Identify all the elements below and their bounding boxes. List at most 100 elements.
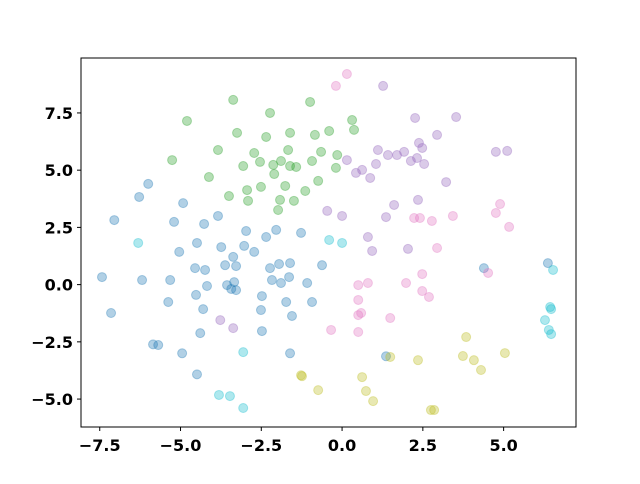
scatter-point <box>330 162 341 173</box>
scatter-point <box>476 365 487 376</box>
y-tick-label: −2.5 <box>31 333 73 352</box>
scatter-point <box>419 158 430 169</box>
scatter-point <box>357 372 368 383</box>
scatter-point <box>106 308 117 319</box>
scatter-point <box>276 156 287 167</box>
scatter-point <box>285 127 296 138</box>
scatter-point <box>220 260 231 271</box>
scatter-point <box>190 263 201 274</box>
scatter-point <box>228 323 239 334</box>
scatter-point <box>191 289 202 300</box>
scatter-point <box>372 145 383 156</box>
scatter-point <box>228 94 239 105</box>
scatter-point <box>495 199 506 210</box>
scatter-point <box>296 370 307 381</box>
y-tick-label: 5.0 <box>45 161 73 180</box>
y-tick-label: 7.5 <box>45 104 73 123</box>
scatter-point <box>504 221 515 232</box>
scatter-point <box>255 181 266 192</box>
scatter-point <box>191 237 202 248</box>
y-tick-label: 2.5 <box>45 218 73 237</box>
scatter-point <box>249 246 260 257</box>
scatter-point <box>423 291 434 302</box>
scatter-point <box>256 291 267 302</box>
scatter-point <box>382 150 393 161</box>
scatter-point <box>425 405 436 416</box>
scatter-point <box>451 112 462 123</box>
scatter-point <box>285 161 296 172</box>
scatter-point <box>241 226 252 237</box>
scatter-point <box>441 177 452 188</box>
scatter-point <box>191 369 202 380</box>
scatter-point <box>330 80 341 91</box>
scatter-point <box>324 126 335 137</box>
scatter-point <box>178 198 189 209</box>
scatter-point <box>413 194 424 205</box>
scatter-point <box>261 131 272 142</box>
scatter-point <box>133 237 144 248</box>
scatter-point <box>385 351 396 362</box>
scatter-point <box>300 185 311 196</box>
scatter-point <box>542 258 553 269</box>
scatter-point <box>490 146 501 157</box>
scatter-point <box>381 212 392 223</box>
scatter-point <box>362 278 373 289</box>
scatter-point <box>414 213 425 224</box>
scatter-point <box>238 347 249 358</box>
x-tick-label: 2.5 <box>409 436 437 455</box>
scatter-point <box>163 297 174 308</box>
scatter-point <box>203 172 214 183</box>
scatter-point <box>238 403 249 414</box>
scatter-point <box>332 150 343 161</box>
scatter-point <box>223 191 234 202</box>
scatter-point <box>548 264 559 275</box>
scatter-point <box>360 386 371 397</box>
scatter-point <box>417 142 428 153</box>
scatter-point <box>167 155 178 166</box>
scatter-point <box>539 315 550 326</box>
scatter-point <box>417 286 428 297</box>
scatter-point <box>478 263 489 274</box>
scatter-point <box>357 164 368 175</box>
scatter-point <box>365 172 376 183</box>
scatter-point <box>291 161 302 172</box>
scatter-point <box>231 261 242 272</box>
scatter-point <box>143 178 154 189</box>
scatter-point <box>426 215 437 226</box>
scatter-point <box>313 175 324 186</box>
scatter-point <box>268 159 279 170</box>
scatter-point <box>405 156 416 167</box>
scatter-point <box>461 332 472 343</box>
scatter-point <box>545 302 556 313</box>
scatter-point <box>410 112 421 123</box>
scatter-point <box>413 355 424 366</box>
scatter-point <box>307 297 318 308</box>
scatter-point <box>324 234 335 245</box>
scatter-point <box>280 180 291 191</box>
scatter-point <box>181 115 192 126</box>
scatter-point <box>412 153 423 164</box>
scatter-point <box>249 147 260 158</box>
y-tick-label: −5.0 <box>31 390 73 409</box>
scatter-point <box>337 210 348 221</box>
scatter-point <box>457 351 468 362</box>
scatter-point <box>212 145 223 156</box>
scatter-point <box>353 294 364 305</box>
scatter-point <box>200 264 211 275</box>
scatter-point <box>417 269 428 280</box>
scatter-point <box>243 195 254 206</box>
scatter-point <box>341 69 352 80</box>
scatter-point <box>367 245 378 256</box>
scatter-point <box>401 278 412 289</box>
scatter-point <box>483 267 494 278</box>
scatter-point <box>468 355 479 366</box>
scatter-point <box>296 227 307 238</box>
scatter-point <box>285 348 296 359</box>
scatter-point <box>199 218 210 229</box>
scatter-point <box>202 280 213 291</box>
scatter-point <box>231 285 242 296</box>
scatter-point <box>350 167 361 178</box>
scatter-point <box>274 259 285 270</box>
scatter-point <box>389 199 400 210</box>
plot-frame <box>80 57 577 428</box>
